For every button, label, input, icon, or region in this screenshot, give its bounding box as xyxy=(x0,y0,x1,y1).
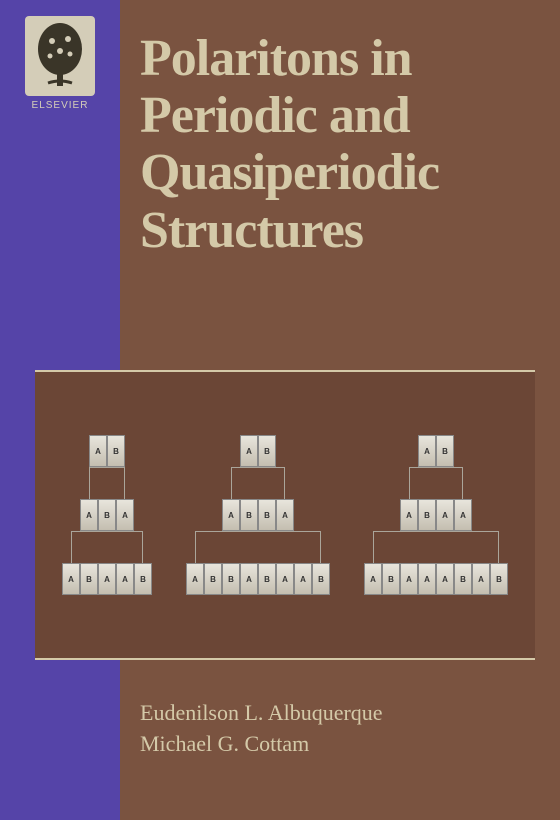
tree-connector xyxy=(195,531,321,563)
sequence-cell: A xyxy=(116,499,134,531)
sequence-cell: B xyxy=(382,563,400,595)
sequence-cell: B xyxy=(418,499,436,531)
sequence-cell: A xyxy=(98,563,116,595)
sequence-cell: B xyxy=(312,563,330,595)
tree-row: AB xyxy=(418,435,454,467)
sequence-cell: B xyxy=(454,563,472,595)
sequence-cell: B xyxy=(80,563,98,595)
sequence-cell: B xyxy=(490,563,508,595)
sequence-cell: B xyxy=(134,563,152,595)
sequence-cell: A xyxy=(418,563,436,595)
author-2: Michael G. Cottam xyxy=(140,729,383,760)
tree-column: ABABAABAAB xyxy=(62,435,152,595)
right-area: Polaritons in Periodic and Quasiperiodic… xyxy=(120,0,560,820)
title-line-1: Polaritons in xyxy=(140,30,530,87)
sequence-cell: A xyxy=(276,499,294,531)
sequence-cell: A xyxy=(276,563,294,595)
sequence-cell: B xyxy=(258,435,276,467)
publisher-logo: ELSEVIER xyxy=(25,16,95,111)
sequence-cell: A xyxy=(436,499,454,531)
sequence-cell: A xyxy=(472,563,490,595)
author-1: Eudenilson L. Albuquerque xyxy=(140,698,383,729)
sequence-cell: A xyxy=(186,563,204,595)
sequence-cell: A xyxy=(454,499,472,531)
sequence-cell: B xyxy=(222,563,240,595)
tree-column: ABABAAABAAABAB xyxy=(364,435,508,595)
sequence-cell: A xyxy=(116,563,134,595)
tree-connector xyxy=(71,531,143,563)
sequence-cell: B xyxy=(436,435,454,467)
sequence-cell: A xyxy=(436,563,454,595)
sequence-cell: A xyxy=(240,563,258,595)
title-line-3: Quasiperiodic xyxy=(140,144,530,201)
title-line-4: Structures xyxy=(140,202,530,259)
sequence-cell: B xyxy=(258,499,276,531)
tree-column: ABABBAABBABAAB xyxy=(186,435,330,595)
tree-row: ABA xyxy=(80,499,134,531)
sequence-cell: B xyxy=(98,499,116,531)
tree-row: ABAAABAB xyxy=(364,563,508,595)
sequence-cell: A xyxy=(418,435,436,467)
sequence-cell: A xyxy=(400,499,418,531)
title-block: Polaritons in Periodic and Quasiperiodic… xyxy=(120,0,560,279)
sequence-cell: B xyxy=(258,563,276,595)
sequence-cell: A xyxy=(400,563,418,595)
tree-connector xyxy=(89,467,125,499)
tree-connector xyxy=(231,467,285,499)
book-cover: ELSEVIER Polaritons in Periodic and Quas… xyxy=(0,0,560,820)
tree-row: ABBABAAB xyxy=(186,563,330,595)
sequence-cell: A xyxy=(364,563,382,595)
sequence-cell: B xyxy=(204,563,222,595)
sequence-cell: A xyxy=(240,435,258,467)
tree-row: ABAAB xyxy=(62,563,152,595)
tree-row: ABAA xyxy=(400,499,472,531)
sequence-cell: B xyxy=(107,435,125,467)
publisher-name: ELSEVIER xyxy=(25,100,95,111)
sequence-cell: A xyxy=(89,435,107,467)
tree-connector xyxy=(409,467,463,499)
tree-row: AB xyxy=(89,435,125,467)
sequence-cell: A xyxy=(222,499,240,531)
authors-block: Eudenilson L. Albuquerque Michael G. Cot… xyxy=(140,698,383,760)
sequence-cell: A xyxy=(62,563,80,595)
sequence-cell: A xyxy=(80,499,98,531)
diagram-panel: ABABAABAABABABBAABBABAABABABAAABAAABAB xyxy=(35,370,535,660)
tree-row: AB xyxy=(240,435,276,467)
elsevier-tree-icon xyxy=(25,16,95,96)
sequence-cell: A xyxy=(294,563,312,595)
sequence-cell: B xyxy=(240,499,258,531)
title-line-2: Periodic and xyxy=(140,87,530,144)
tree-connector xyxy=(373,531,499,563)
tree-row: ABBA xyxy=(222,499,294,531)
